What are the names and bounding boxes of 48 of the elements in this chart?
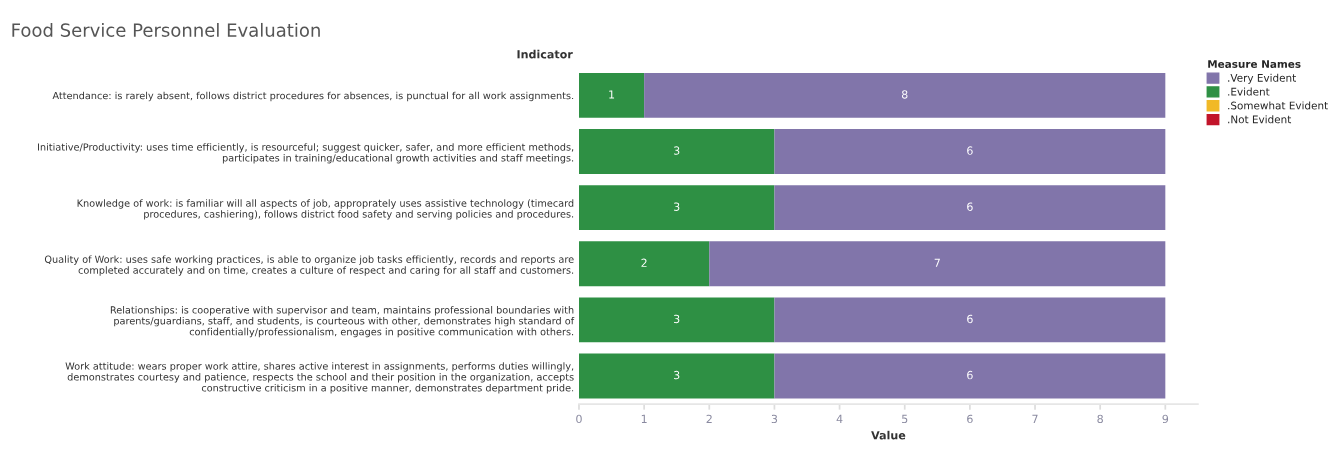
bar bbox=[578, 241, 710, 287]
bar bbox=[578, 72, 645, 118]
x-tick-label: 2 bbox=[706, 414, 712, 423]
data-label: 6 bbox=[967, 314, 973, 324]
x-tick-label: 6 bbox=[967, 414, 973, 424]
y-tick-label: Relationships: is cooperative with supervisor and team, maintains professional boundaries with parents/guardians, staff, and students, is courteous with other, demonstrates high standard of confidentially/professionalism, engages in positive communication with others. bbox=[110, 306, 575, 338]
x-tick-label: 3 bbox=[771, 414, 778, 424]
data-label: 3 bbox=[674, 146, 680, 155]
data-label: 1 bbox=[609, 90, 615, 99]
x-tick-label: 4 bbox=[836, 414, 843, 423]
x-tick-label: 1 bbox=[641, 414, 647, 423]
data-label: 2 bbox=[641, 258, 647, 267]
x-axis-title: Value bbox=[871, 430, 906, 440]
bar bbox=[774, 297, 1166, 343]
y-axis-title: Indicator bbox=[517, 49, 573, 59]
data-label: 6 bbox=[967, 370, 973, 380]
data-label: 8 bbox=[901, 90, 908, 99]
y-tick-label: Work attitude: wears proper work attire, shares active interest in assignments, performs duties willingly, demonstrates courtesy and patience, respects the school and their position in the organization, accepts constructive criticism in a positive manner, demonstrates department pride. bbox=[65, 362, 574, 394]
data-label: 7 bbox=[934, 258, 940, 267]
x-tick-label: 7 bbox=[1032, 414, 1038, 423]
bar bbox=[578, 129, 775, 174]
bar bbox=[774, 185, 1166, 231]
y-tick-label: Attendance: is rarely absent, follows district procedures for absences, is punctual for all work assignments. bbox=[52, 91, 574, 102]
bar bbox=[578, 353, 775, 399]
y-tick-label: Initiative/Productivity: uses time efficiently, is resourceful; suggest quicker, safer, and more efficient methods, participates in training/educational growth activities and staff meetings. bbox=[38, 143, 574, 164]
y-tick-label: Quality of Work: uses safe working practices, is able to organize job tasks efficiently, records and reports are completed accurately and on time, creates a culture of respect and caring for all staff and customers. bbox=[44, 255, 574, 276]
text: Food Service Personnel Evaluation bbox=[12, 22, 320, 37]
y-tick-label: Knowledge of work: is familiar will all aspects of job, approprately uses assistive technology (timecard procedures, cashiering), follows district food safety and serving policies and procedures. bbox=[77, 199, 574, 220]
x-tick-label: 0 bbox=[576, 414, 582, 424]
data-label: 6 bbox=[967, 146, 973, 155]
x-tick-label: 8 bbox=[1097, 414, 1103, 424]
data-label: 6 bbox=[967, 202, 973, 211]
x-tick-label: 9 bbox=[1162, 414, 1169, 424]
legend-title: Measure Names bbox=[1208, 60, 1301, 68]
bar bbox=[644, 72, 1166, 118]
bar bbox=[578, 297, 775, 343]
legend-label: .Not Evident bbox=[1228, 115, 1292, 124]
bar bbox=[578, 185, 775, 231]
bar bbox=[774, 353, 1166, 399]
x-tick-label: 5 bbox=[902, 414, 908, 424]
data-label: 3 bbox=[674, 314, 680, 324]
data-label: 3 bbox=[674, 202, 680, 211]
bar bbox=[709, 241, 1166, 287]
data-label: 3 bbox=[674, 370, 680, 380]
legend-label: .Somewhat Evident bbox=[1228, 101, 1328, 110]
legend-label: .Evident bbox=[1228, 87, 1270, 96]
legend-label: .Very Evident bbox=[1228, 73, 1296, 84]
bar bbox=[774, 129, 1166, 174]
